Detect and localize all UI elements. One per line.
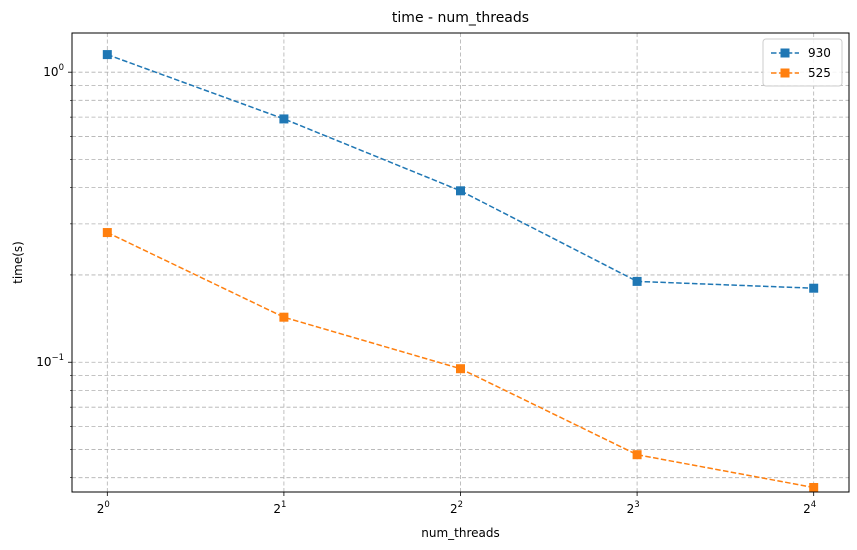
- y-tick-label: 10−1: [36, 353, 64, 369]
- data-point-930: [102, 50, 112, 60]
- grid-lines: [72, 33, 849, 492]
- series-line-930: [107, 53, 814, 289]
- y-axis-title: time(s): [11, 241, 25, 284]
- data-point-525: [809, 482, 819, 492]
- data-point-930: [279, 114, 289, 124]
- data-point-930: [809, 283, 819, 293]
- data-point-930: [456, 186, 466, 196]
- data-point-525: [456, 364, 466, 374]
- series-group: [102, 50, 819, 492]
- y-tick-label: 100: [43, 63, 64, 79]
- legend-label-525: 525: [808, 66, 831, 80]
- x-tick-label: 22: [450, 500, 463, 516]
- x-axis-title: num_threads: [421, 526, 500, 540]
- x-tick-label: 20: [97, 500, 110, 516]
- data-point-525: [102, 228, 112, 238]
- axis-ticks: 20 21 22 23 24 100 10−1: [36, 63, 816, 516]
- legend-marker-525: [780, 68, 790, 78]
- x-tick-label: 24: [803, 500, 816, 516]
- x-tick-label: 21: [273, 500, 286, 516]
- legend-label-930: 930: [808, 46, 831, 60]
- chart-title: time - num_threads: [392, 10, 529, 26]
- x-tick-label: 23: [627, 500, 640, 516]
- data-point-930: [632, 276, 642, 286]
- legend-marker-930: [780, 48, 790, 58]
- data-point-525: [279, 312, 289, 322]
- data-point-525: [632, 450, 642, 460]
